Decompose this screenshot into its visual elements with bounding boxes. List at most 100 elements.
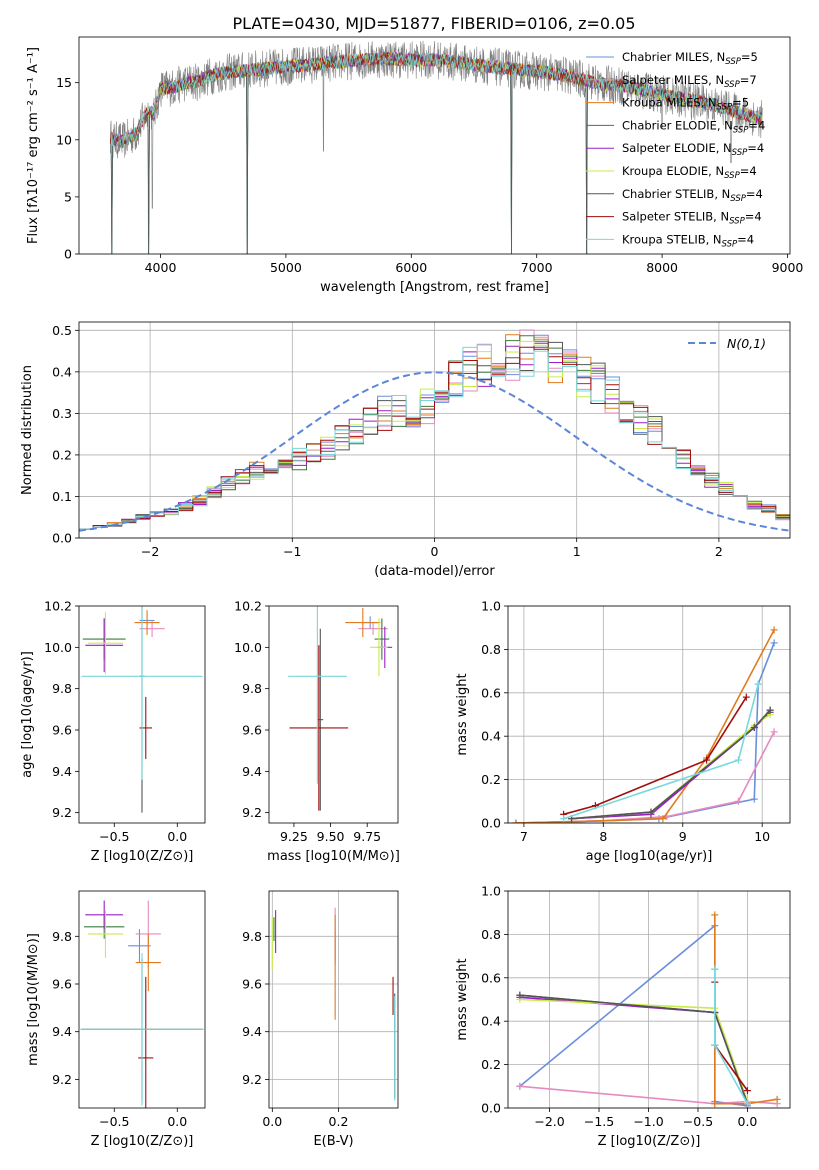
x-tick-label: 9.75 (353, 829, 381, 844)
x-tick-label: 5000 (270, 260, 302, 275)
chart-age_vs_mass: 9.25 9.50 9.75 9.2 9.4 9.6 9.8 10.0 10.2 mass [lo… (234, 599, 400, 865)
legend-label-text: Chabrier STELIB, N (622, 187, 730, 201)
legend-label-sub: SSP (729, 217, 745, 227)
chart-massweight_vs_Z: −2.0 −1.5 −1.0 −0.5 0.0 0.0 0.2 0.4 0.6 0.8 1.0 Z [… (455, 884, 791, 1149)
y-tick-label: 9.8 (242, 681, 262, 696)
errorbar-chabrier_stelib (317, 628, 324, 811)
chart-residuals: −2 −1 0 1 2 0.0 0.1 0.2 0.3 0.4 0.5 (data-model)/er… (20, 321, 791, 579)
y-tick-label: 0.3 (52, 406, 72, 421)
legend-label-sub: SSP (733, 125, 749, 135)
weight-line-salpeter_stelib (563, 696, 747, 816)
x-tick-label: 0.2 (329, 1114, 349, 1129)
weight-marker-salpeter_stelib (743, 1087, 751, 1095)
x-tick-label: 0 (431, 544, 439, 559)
weight-marker-chabrier_stelib (766, 706, 774, 714)
weight-marker-kroupa_miles (773, 1095, 781, 1103)
weight-marker-salpeter_miles (516, 1082, 524, 1090)
plot-area (271, 907, 396, 1101)
y-tick-label: 0.0 (481, 816, 501, 831)
x-tick-label: 10 (754, 829, 770, 844)
errorbar-salpeter_elodie (85, 618, 124, 673)
chart-mass_vs_EBV: 0.0 0.2 9.2 9.4 9.6 9.8 E(B-V) (242, 890, 399, 1149)
weight-marker-chabrier_miles (750, 795, 758, 803)
legend-label-eq: =4 (740, 164, 757, 178)
plot-area (80, 900, 204, 1108)
weight-line-salpeter_elodie (519, 996, 749, 1104)
x-tick-label: −0.5 (683, 1114, 713, 1129)
weight-marker-salpeter_stelib (703, 756, 711, 764)
y-tick-label: 9.4 (242, 764, 262, 779)
axes-frame (507, 890, 791, 1109)
y-tick-label: 1.0 (481, 884, 501, 899)
x-axis-label: (data-model)/error (374, 564, 495, 579)
y-tick-label: 0.2 (481, 1057, 501, 1072)
weight-marker-chabrier_stelib (516, 991, 524, 999)
weight-marker-kroupa_miles (659, 815, 667, 823)
x-axis-label: E(B-V) (313, 1134, 353, 1149)
y-tick-label: 0.4 (481, 729, 501, 744)
x-tick-label: 0.0 (738, 1114, 758, 1129)
axes-frame (78, 321, 791, 539)
weight-marker-kroupa_miles (599, 817, 607, 823)
chart-massweight_vs_age: 7 8 9 10 0.0 0.2 0.4 0.6 0.8 1.0 age [log10(age/yr… (455, 599, 791, 864)
errorbar-kroupa_stelib (81, 606, 203, 780)
y-tick-label: 9.4 (242, 1024, 262, 1039)
weight-marker-chabrier_stelib (750, 724, 758, 732)
errorbar-kroupa_elodie (370, 618, 388, 677)
gaussian-curve (79, 371, 790, 532)
legend-label-text: Kroupa STELIB, N (622, 232, 722, 246)
plot-area (81, 606, 203, 813)
weight-marker-kroupa_stelib (734, 756, 742, 764)
errorbar-chabrier_elodie (374, 618, 390, 660)
x-axis-label: Z [log10(Z/Z⊙)] (598, 1134, 701, 1149)
y-tick-label: 9.8 (242, 929, 262, 944)
weight-marker-chabrier_stelib (647, 808, 655, 816)
legend-label-eq: =4 (747, 141, 764, 155)
errorbar-salpeter_stelib (139, 696, 153, 759)
y-tick-label: 5 (64, 189, 72, 204)
weight-marker-salpeter_stelib (742, 693, 750, 701)
errorbar-kroupa_miles (345, 608, 381, 637)
y-tick-label: 0.4 (481, 1014, 501, 1029)
legend-label-text: Salpeter ELODIE, N (622, 141, 732, 155)
legend-label-kroupa_stelib: Kroupa STELIB, NSSP=4 (622, 232, 754, 249)
legend-label-sub: SSP (730, 194, 746, 204)
weight-marker-salpeter_miles (770, 728, 778, 736)
y-tick-label: 9.6 (52, 723, 72, 738)
legend-label-text: Kroupa ELODIE, N (622, 164, 724, 178)
errorbar-kroupa_stelib (288, 606, 347, 784)
legend-label-chabrier_miles: Chabrier MILES, NSSP=5 (622, 50, 758, 67)
plot-area (516, 911, 781, 1108)
y-axis-label: mass weight (455, 958, 470, 1040)
legend-label-text: Salpeter STELIB, N (622, 210, 729, 224)
y-tick-label: 10.0 (234, 640, 262, 655)
y-tick-label: 15 (56, 75, 72, 90)
chart-spectrum: 4000 5000 6000 7000 8000 9000 0 5 10 15 wavelength… (26, 36, 803, 295)
y-tick-label: 9.8 (52, 929, 72, 944)
legend-label-eq: =4 (737, 232, 754, 246)
weight-line-chabrier_miles (519, 924, 748, 1107)
plot-area (79, 329, 790, 538)
weight-line-salpeter_miles (519, 1085, 778, 1105)
weight-marker-kroupa_miles (711, 911, 719, 919)
y-tick-label: 0.2 (481, 772, 501, 787)
grid (269, 891, 398, 1108)
y-tick-label: 0.1 (52, 489, 72, 504)
legend-label-chabrier_elodie: Chabrier ELODIE, NSSP=4 (622, 118, 765, 135)
x-tick-label: 4000 (145, 260, 177, 275)
weight-line-chabrier_stelib (571, 709, 771, 820)
errorbar-kroupa_elodie (87, 910, 124, 958)
y-tick-label: 0.0 (481, 1101, 501, 1116)
x-axis-label: age [log10(age/yr)] (586, 849, 713, 864)
weight-marker-kroupa_stelib (754, 680, 762, 688)
x-tick-label: −1.5 (584, 1114, 614, 1129)
model-line-kroupa_stelib (110, 52, 763, 148)
legend-label-salpeter_stelib: Salpeter STELIB, NSSP=4 (622, 210, 762, 227)
chart-mass_vs_Z: −0.5 0.0 9.2 9.4 9.6 9.8 Z [log10(Z/Z⊙)] mass [… (26, 890, 206, 1149)
legend-label-eq: =5 (732, 96, 749, 110)
plot-area (109, 40, 763, 254)
y-tick-label: 9.2 (242, 805, 262, 820)
legend-label-eq: =4 (745, 210, 762, 224)
legend-label-sub: SSP (724, 80, 740, 90)
